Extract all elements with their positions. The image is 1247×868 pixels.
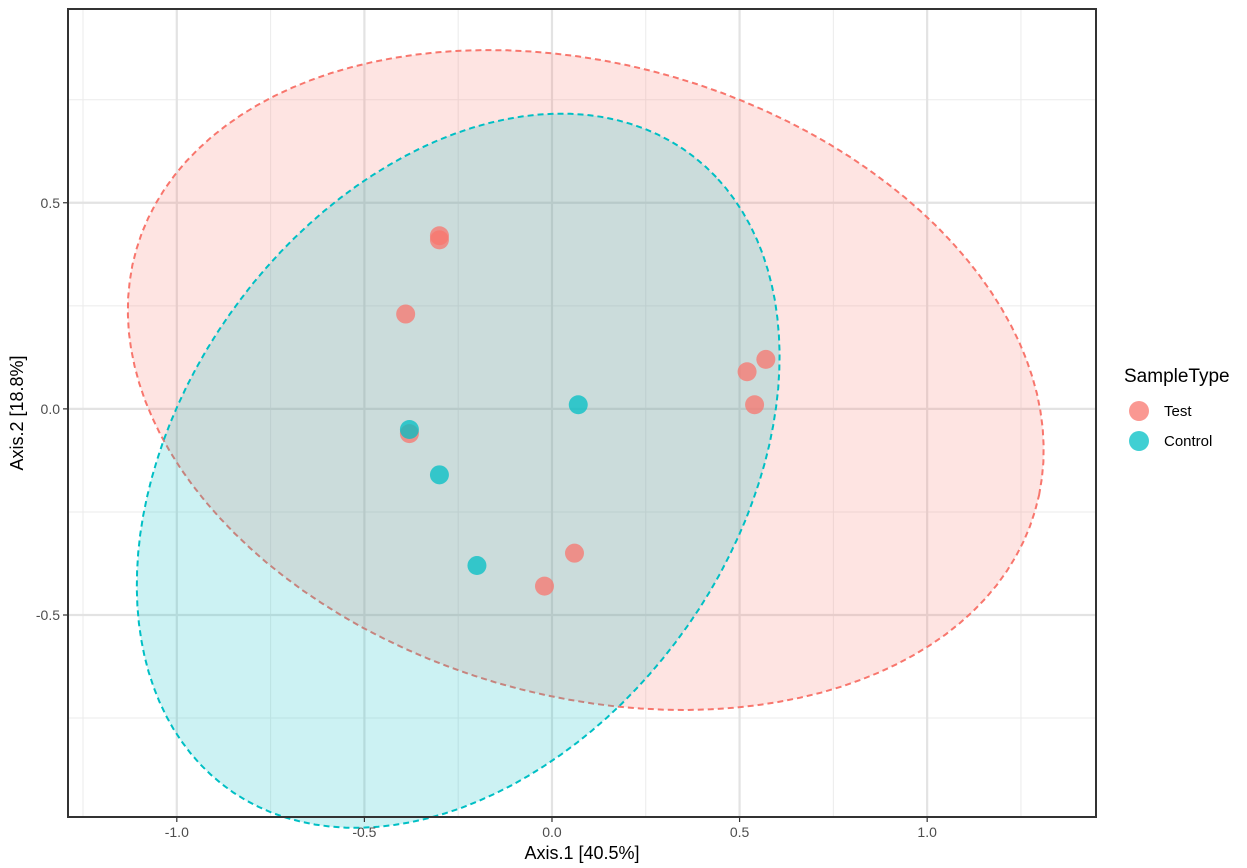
point-test: [534, 576, 554, 596]
point-test: [756, 349, 776, 369]
point-test: [745, 395, 765, 415]
point-test: [564, 543, 584, 563]
point-test: [737, 362, 757, 382]
grid-major: [68, 9, 1096, 817]
ellipse-control: [135, 112, 781, 829]
x-axis-title: Axis.1 [40.5%]: [524, 843, 639, 863]
panel-border: [67, 8, 1097, 818]
x-tick-label: 0.5: [730, 824, 750, 840]
x-axis-ticks: -1.0 -0.5 0.0 0.5 1.0: [165, 817, 937, 840]
point-test: [396, 304, 416, 324]
legend: SampleType Test Control: [1124, 366, 1230, 456]
y-tick-label: 0.0: [41, 401, 61, 417]
legend-key-control: [1129, 431, 1149, 451]
y-tick-label: 0.5: [41, 195, 61, 211]
point-control: [467, 556, 487, 576]
x-tick-label: 0.0: [542, 824, 562, 840]
x-tick-label: 1.0: [917, 824, 937, 840]
legend-key-test: [1129, 401, 1149, 421]
legend-item-test: Test: [1124, 396, 1230, 426]
point-control: [399, 419, 419, 439]
x-tick-label: -1.0: [165, 824, 189, 840]
grid-minor: [68, 9, 1096, 817]
y-axis-ticks: -0.5 0.0 0.5: [36, 195, 68, 623]
legend-title: SampleType: [1124, 366, 1230, 387]
point-test: [429, 230, 449, 250]
legend-label-test: Test: [1164, 402, 1192, 420]
legend-label-control: Control: [1164, 432, 1213, 450]
point-control: [568, 395, 588, 415]
y-tick-label: -0.5: [36, 607, 60, 623]
ellipse-test: [126, 49, 1045, 712]
point-control: [429, 465, 449, 485]
y-axis-title: Axis.2 [18.8%]: [7, 355, 27, 470]
legend-item-control: Control: [1124, 426, 1230, 456]
x-tick-label: -0.5: [352, 824, 376, 840]
confidence-ellipses: [126, 49, 1045, 829]
data-points: [396, 226, 776, 596]
